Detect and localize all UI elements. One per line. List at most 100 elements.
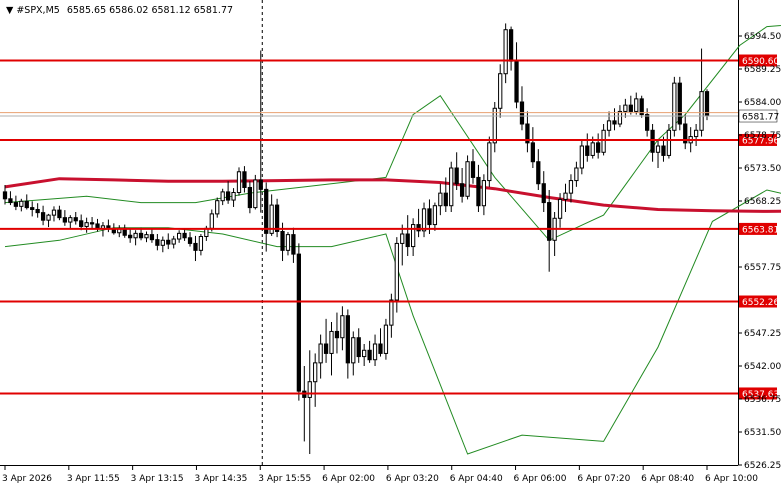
- bid-label: 6581.77: [742, 113, 779, 123]
- candle: [215, 197, 220, 218]
- candle: [579, 139, 584, 175]
- candle-body-up: [133, 232, 138, 239]
- level-label: 6537.63: [742, 390, 779, 400]
- candle: [394, 237, 399, 313]
- level-label-box: [739, 133, 777, 146]
- candle: [470, 149, 476, 184]
- candle: [291, 227, 296, 263]
- candle: [476, 164, 481, 212]
- candle-body-up: [400, 233, 405, 244]
- candle-body-down: [40, 212, 46, 221]
- candle-body-up: [389, 299, 394, 326]
- candle: [8, 191, 13, 206]
- candle-body-down: [536, 161, 541, 185]
- candle: [650, 124, 655, 162]
- level-label: 6552.26: [742, 298, 779, 308]
- candle-body-up: [236, 171, 242, 194]
- level-label: 6590.60: [742, 57, 779, 67]
- bid-label-box: [738, 109, 778, 123]
- price-tick-label: 6526.25: [744, 461, 781, 471]
- price-axis-ticks: 6594.50 6589.25 6584.00 6578.75 6573.50 6568.…: [738, 32, 781, 471]
- candle-body-up: [666, 129, 672, 156]
- price-tick-label: 6542.00: [744, 362, 781, 372]
- candle: [329, 322, 334, 376]
- candle: [73, 212, 78, 225]
- candle-body-up: [51, 209, 57, 216]
- time-tick-label: 3 Apr 15:55: [258, 474, 311, 484]
- candle: [231, 188, 236, 207]
- candle-body-down: [525, 123, 530, 144]
- price-tick-label: 6536.75: [744, 395, 781, 405]
- candle-body-down: [24, 200, 29, 209]
- candle: [547, 190, 552, 272]
- candle-body-up: [481, 180, 487, 207]
- candle: [182, 228, 187, 241]
- chart-title: ▼ #SPX,M5 6585.65 6586.02 6581.12 6581.77: [6, 5, 233, 16]
- candle-body-down: [258, 179, 263, 190]
- candle-body-down: [187, 237, 193, 244]
- candle-body-up: [590, 142, 595, 156]
- candle-body-down: [95, 223, 100, 229]
- candle-body-down: [459, 183, 465, 197]
- candle: [24, 194, 29, 210]
- candle: [253, 174, 258, 210]
- candle: [666, 124, 672, 159]
- level-label: 6563.81: [742, 225, 779, 235]
- candle-body-up: [198, 236, 204, 251]
- time-tick-label: 6 Apr 10:00: [705, 474, 758, 484]
- candle-body-down: [356, 337, 361, 358]
- candle-body-up: [46, 214, 51, 221]
- candle-body-up: [362, 349, 367, 358]
- candle: [634, 92, 639, 115]
- candle: [351, 331, 356, 376]
- candle: [568, 174, 574, 203]
- candle-body-up: [672, 82, 677, 131]
- candle-body-up: [269, 204, 274, 234]
- candle: [465, 155, 470, 200]
- candle: [264, 182, 269, 252]
- ohlc-values: 6585.65 6586.02 6581.12 6581.77: [67, 5, 233, 16]
- candle: [498, 64, 503, 118]
- candle-body-up: [19, 200, 24, 207]
- candle: [13, 195, 19, 211]
- candle-body-up: [144, 234, 149, 239]
- candle: [367, 340, 372, 363]
- time-tick-label: 6 Apr 03:20: [386, 474, 439, 484]
- candle-body-up: [340, 315, 345, 339]
- candle: [334, 312, 340, 354]
- candle-body-up: [432, 205, 438, 226]
- candle-body-down: [274, 204, 280, 232]
- candle: [677, 76, 682, 131]
- candle: [155, 234, 160, 251]
- candle-body-down: [149, 234, 155, 241]
- candle-body-down: [427, 208, 432, 226]
- candle-body-down: [35, 208, 40, 214]
- candle-body-up: [568, 180, 574, 194]
- candle: [449, 161, 454, 212]
- candle: [372, 334, 378, 366]
- candle: [187, 232, 193, 247]
- candle-body-up: [84, 222, 89, 227]
- candle-body-down: [378, 343, 383, 354]
- candle-body-up: [699, 91, 704, 131]
- candle: [318, 334, 323, 379]
- candle-body-up: [492, 107, 497, 144]
- candle-body-down: [443, 192, 448, 207]
- candle: [133, 230, 138, 246]
- candle: [699, 48, 704, 137]
- candle: [411, 218, 416, 256]
- candle-body-up: [171, 238, 176, 245]
- candle: [503, 23, 508, 84]
- candle: [683, 114, 688, 150]
- candle: [166, 233, 171, 250]
- candle-body-down: [405, 233, 410, 248]
- candle: [225, 181, 231, 204]
- candle-body-up: [563, 192, 568, 200]
- candle: [378, 328, 383, 357]
- candle: [704, 89, 710, 121]
- candle-body-up: [394, 242, 399, 301]
- candle-body-down: [585, 145, 590, 156]
- time-tick-label: 3 Apr 11:55: [67, 474, 120, 484]
